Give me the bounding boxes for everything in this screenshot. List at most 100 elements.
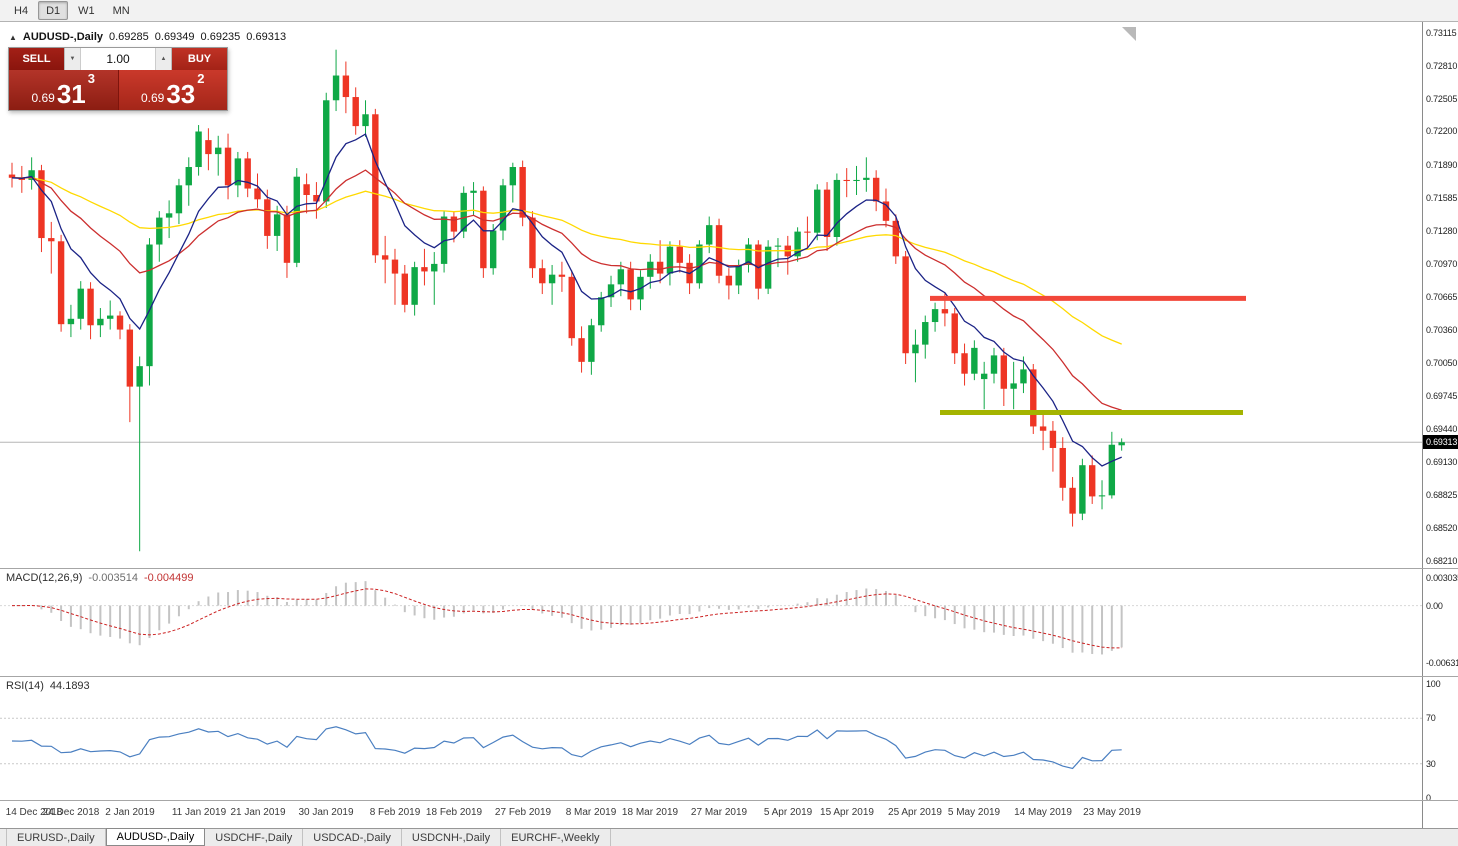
macd-axis-label: -0.006310 [1426, 658, 1458, 668]
price-axis-label: 0.68825 [1426, 490, 1458, 500]
timeframe-button-d1[interactable]: D1 [38, 1, 69, 20]
price-axis-label: 0.69745 [1426, 391, 1458, 401]
volume-control: ▼ 1.00 ▲ [64, 48, 172, 70]
chart-shift-marker-icon[interactable] [1122, 27, 1136, 41]
ma-line-50 [11, 176, 1122, 345]
macd-axis-label: 0.00 [1426, 601, 1443, 611]
rsi-chart[interactable] [0, 678, 1422, 800]
date-axis[interactable]: 14 Dec 2018 24 Dec 2018 2 Jan 2019 11 Jan 2… [0, 801, 1422, 828]
price-chart-panel[interactable] [0, 22, 1422, 568]
sell-price-big: 31 [56, 79, 86, 109]
panel-separator [0, 800, 1458, 801]
rsi-label: RSI(14) 44.1893 [6, 680, 90, 692]
macd-chart[interactable] [0, 570, 1422, 676]
chart-tab-audusddaily[interactable]: AUDUSD-,Daily [105, 828, 206, 846]
date-axis-label: 18 Feb 2019 [425, 807, 483, 818]
ohlc-high: 0.69349 [154, 31, 195, 43]
date-axis-label: 23 May 2019 [1083, 807, 1141, 818]
current-price-tag: 0.69313 [1423, 435, 1458, 449]
macd-value-signal: -0.004499 [143, 572, 194, 584]
ohlc-low: 0.69235 [200, 31, 241, 43]
date-axis-label: 25 Apr 2019 [888, 807, 942, 818]
price-axis-label: 0.69440 [1426, 424, 1458, 434]
chart-tab-eurusddaily[interactable]: EURUSD-,Daily [6, 829, 106, 846]
macd-signal-line [12, 588, 1122, 649]
chart-symbol-label: AUDUSD-,Daily [22, 31, 103, 43]
buy-price-big: 33 [166, 79, 196, 109]
chart-tab-usdchfdaily[interactable]: USDCHF-,Daily [205, 829, 304, 846]
date-axis-label: 24 Dec 2018 [42, 807, 100, 818]
price-axis-label: 0.68520 [1426, 523, 1458, 533]
date-axis-label: 2 Jan 2019 [105, 807, 155, 818]
price-axis-label: 0.70360 [1426, 325, 1458, 335]
sell-price-sup: 3 [87, 71, 95, 86]
timeframe-button-mn[interactable]: MN [112, 4, 130, 17]
macd-histogram [20, 581, 1123, 655]
date-axis-label: 27 Mar 2019 [690, 807, 748, 818]
date-axis-label: 14 Dec 2018 [5, 807, 63, 818]
rsi-line [11, 726, 1122, 770]
price-axis[interactable]: 0.69313 0.73115 0.72810 0.72505 0.72200 0.71… [1422, 22, 1458, 828]
macd-panel[interactable] [0, 570, 1422, 676]
rsi-panel[interactable] [0, 678, 1422, 800]
rsi-axis-label: 100 [1426, 679, 1441, 689]
macd-axis-label: 0.003035 [1426, 573, 1458, 583]
price-axis-label: 0.72200 [1426, 126, 1458, 136]
chart-symbol-icon: ▲ [9, 32, 17, 42]
price-axis-label: 0.70970 [1426, 259, 1458, 269]
buy-button[interactable]: BUY [172, 48, 227, 70]
chart-ohlc-header: ▲ AUDUSD-,Daily 0.69285 0.69349 0.69235 … [9, 31, 286, 43]
price-axis-label: 0.71280 [1426, 226, 1458, 236]
ohlc-close: 0.69313 [246, 31, 287, 43]
price-axis-label: 0.70050 [1426, 358, 1458, 368]
rsi-axis-label: 70 [1426, 713, 1436, 723]
sell-price-small: 0.69 [31, 91, 55, 105]
price-axis-label: 0.68210 [1426, 556, 1458, 566]
one-click-trading-widget: SELL ▼ 1.00 ▲ BUY 0.69 31 3 0.69 33 2 [8, 47, 228, 111]
chart-tab-usdcaddaily[interactable]: USDCAD-,Daily [303, 829, 402, 846]
rsi-axis-label: 0 [1426, 793, 1431, 803]
price-axis-label: 0.72810 [1426, 61, 1458, 71]
price-axis-label: 0.71585 [1426, 193, 1458, 203]
date-axis-label: 8 Feb 2019 [369, 807, 421, 818]
rsi-title: RSI(14) [6, 680, 44, 692]
sell-button[interactable]: SELL [9, 48, 64, 70]
volume-decrease-button[interactable]: ▼ [65, 48, 81, 70]
timeframe-button-h4[interactable]: H4 [14, 4, 29, 17]
volume-increase-button[interactable]: ▲ [155, 48, 171, 70]
ma-line-21 [11, 169, 1122, 411]
price-axis-label: 0.73115 [1426, 28, 1457, 38]
price-chart[interactable] [0, 22, 1422, 568]
price-axis-label: 0.72505 [1426, 94, 1458, 104]
date-axis-label: 14 May 2019 [1014, 807, 1072, 818]
candles-layer [8, 49, 1125, 552]
panel-separator[interactable] [0, 676, 1458, 677]
timeframe-toolbar: H4 D1 W1 MN [0, 0, 1458, 22]
date-axis-label: 27 Feb 2019 [494, 807, 552, 818]
timeframe-button-w1[interactable]: W1 [78, 4, 95, 17]
date-axis-label: 11 Jan 2019 [171, 807, 227, 818]
rsi-value: 44.1893 [49, 680, 90, 692]
sell-price-button[interactable]: 0.69 31 3 [9, 70, 119, 110]
price-axis-label: 0.71890 [1426, 160, 1458, 170]
volume-input[interactable]: 1.00 [106, 52, 130, 66]
chart-tab-bar: EURUSD-,Daily AUDUSD-,Daily USDCHF-,Daily U… [0, 828, 1458, 846]
date-axis-label: 15 Apr 2019 [820, 807, 874, 818]
date-axis-label: 30 Jan 2019 [298, 807, 354, 818]
buy-price-sup: 2 [197, 71, 205, 86]
macd-title: MACD(12,26,9) [6, 572, 83, 584]
price-axis-label: 0.70665 [1426, 292, 1458, 302]
ohlc-open: 0.69285 [109, 31, 149, 43]
chart-tab-eurchfweekly[interactable]: EURCHF-,Weekly [501, 829, 611, 846]
chart-tab-usdcnhdaily[interactable]: USDCNH-,Daily [402, 829, 502, 846]
date-axis-label: 5 Apr 2019 [763, 807, 813, 818]
price-axis-label: 0.69130 [1426, 457, 1458, 467]
date-axis-label: 21 Jan 2019 [230, 807, 286, 818]
date-axis-label: 5 May 2019 [947, 807, 1001, 818]
panel-separator[interactable] [0, 568, 1458, 569]
buy-price-button[interactable]: 0.69 33 2 [118, 70, 227, 110]
rsi-axis-label: 30 [1426, 759, 1436, 769]
date-axis-label: 8 Mar 2019 [565, 807, 617, 818]
macd-label: MACD(12,26,9) -0.003514 -0.004499 [6, 572, 194, 584]
